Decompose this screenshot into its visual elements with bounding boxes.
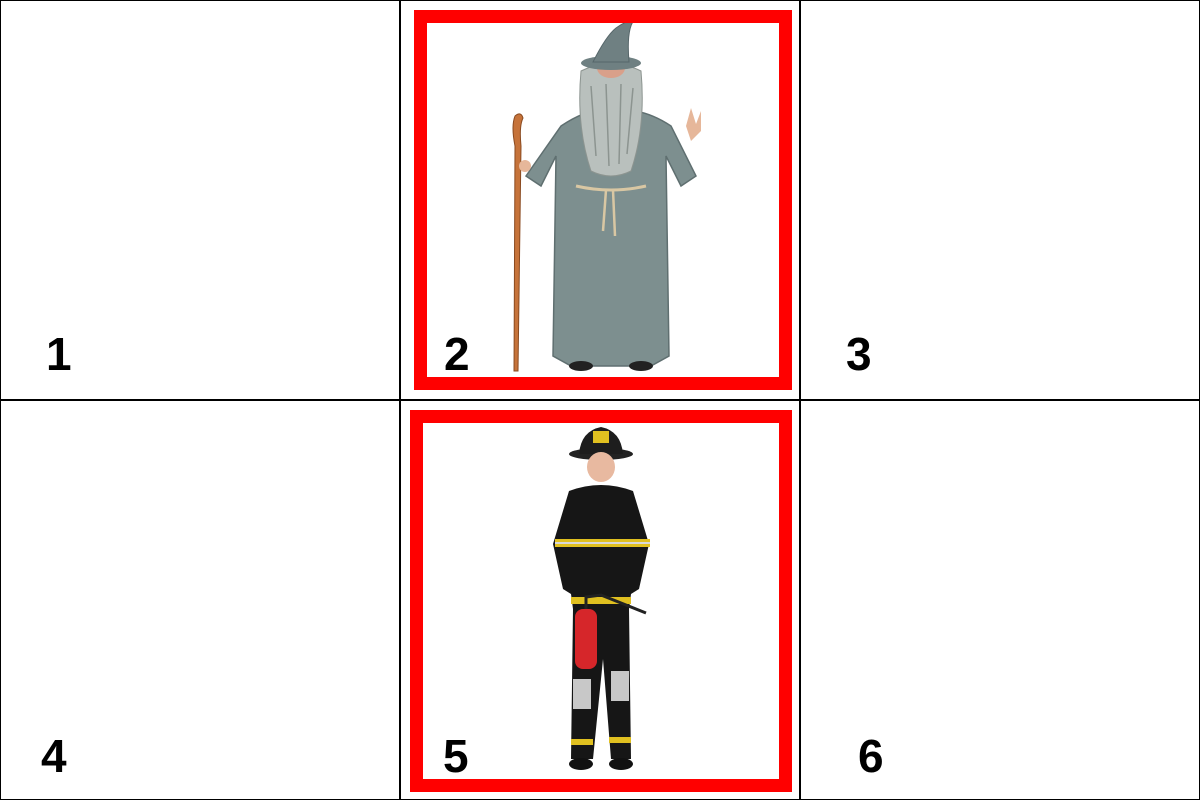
cell-number: 2 [444,328,470,380]
grid-cell-4[interactable]: 4 [0,400,400,800]
cell-number: 5 [443,730,469,782]
grid-cell-2[interactable]: 2 [400,0,800,400]
wizard-costume-icon [512,17,701,372]
grid-cell-5[interactable]: 5 [400,400,800,800]
cell-number: 6 [858,730,884,782]
grid-cell-6[interactable]: 6 [800,400,1200,800]
cell-number: 4 [41,730,67,782]
cell-number: 1 [46,328,72,380]
grid-cell-1[interactable]: 1 [0,0,400,400]
firefighter-costume-icon [553,427,650,770]
cell-number: 3 [846,328,872,380]
selection-frame [410,410,792,792]
selection-frame [414,10,792,390]
grid-cell-3[interactable]: 3 [800,0,1200,400]
